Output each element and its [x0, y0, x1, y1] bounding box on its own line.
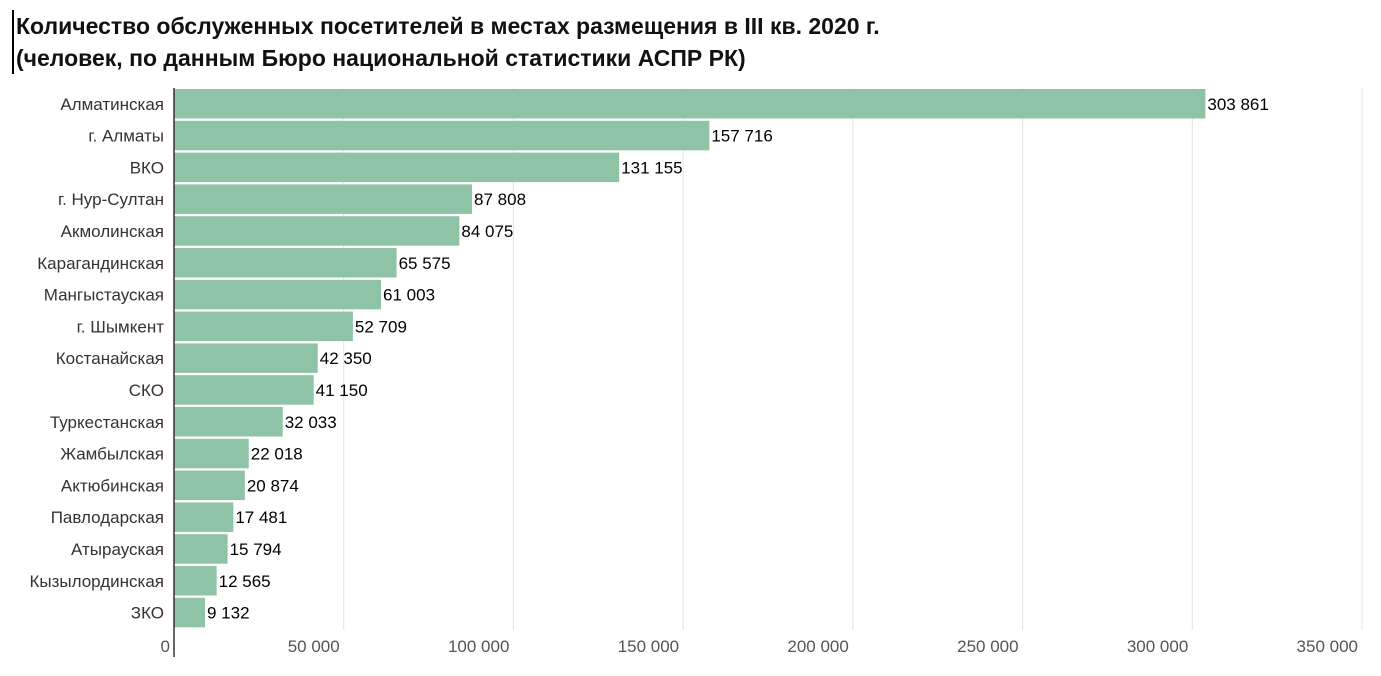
bar [174, 407, 283, 437]
category-label: Туркестанская [50, 413, 164, 432]
category-label: г. Нур-Султан [58, 190, 164, 209]
data-label: 131 155 [621, 158, 682, 177]
category-label: Костанайская [56, 349, 164, 368]
bar [174, 438, 249, 469]
category-label: Актюбинская [61, 476, 164, 495]
data-label: 41 150 [316, 381, 368, 400]
category-label: Жамбылская [60, 445, 164, 464]
category-label: Карагандинская [37, 254, 164, 273]
x-tick-label: 50 000 [288, 637, 340, 656]
x-tick-label: 100 000 [448, 637, 509, 656]
category-label: ВКО [130, 158, 164, 177]
x-tick-label: 150 000 [618, 637, 679, 656]
x-tick-label: 200 000 [787, 637, 848, 656]
data-label: 12 565 [219, 572, 271, 591]
data-label: 42 350 [320, 349, 372, 368]
bar [174, 343, 318, 373]
bar [174, 89, 1206, 119]
chart-title-block: Количество обслуженных посетителей в мес… [12, 10, 880, 74]
data-label: 61 003 [383, 286, 435, 305]
data-label: 52 709 [355, 317, 407, 336]
category-label: Акмолинская [61, 222, 164, 241]
x-tick-label: 250 000 [957, 637, 1018, 656]
data-label: 84 075 [461, 222, 513, 241]
category-label: ЗКО [131, 604, 164, 623]
data-label: 303 861 [1207, 95, 1268, 114]
bar [174, 470, 245, 501]
bar [174, 566, 217, 596]
category-label: Атырауская [71, 540, 164, 559]
category-label: г. Шымкент [77, 317, 165, 336]
x-tick-label: 300 000 [1127, 637, 1188, 656]
bar [174, 311, 353, 342]
category-label: Павлодарская [51, 508, 164, 527]
bar [174, 152, 620, 183]
data-label: 15 794 [230, 540, 282, 559]
bar [174, 184, 473, 214]
data-label: 20 874 [247, 476, 299, 495]
data-label: 65 575 [399, 254, 451, 273]
category-label: Мангыстауская [44, 286, 164, 305]
data-label: 22 018 [251, 445, 303, 464]
data-label: 87 808 [474, 190, 526, 209]
category-label: Алматинская [60, 95, 164, 114]
data-label: 9 132 [207, 604, 250, 623]
data-label: 17 481 [235, 508, 287, 527]
bar [174, 375, 314, 405]
bar [174, 248, 397, 278]
bar [174, 534, 228, 564]
data-label: 157 716 [711, 127, 772, 146]
category-label: Кызылординская [29, 572, 164, 591]
category-label: СКО [129, 381, 164, 400]
chart-title: Количество обслуженных посетителей в мес… [16, 13, 880, 39]
x-tick-label: 350 000 [1297, 637, 1358, 656]
bar [174, 120, 710, 151]
x-tick-label: 0 [161, 637, 170, 656]
bar [174, 279, 382, 310]
bar [174, 502, 234, 532]
chart-subtitle: (человек, по данным Бюро национальной ст… [16, 45, 746, 71]
bar [174, 216, 460, 246]
bar [174, 597, 205, 628]
category-label: г. Алматы [88, 127, 164, 146]
data-label: 32 033 [285, 413, 337, 432]
